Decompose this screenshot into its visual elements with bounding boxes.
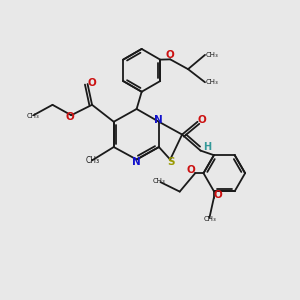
Text: O: O — [187, 165, 195, 175]
Text: O: O — [197, 115, 206, 125]
Text: CH₃: CH₃ — [85, 157, 100, 166]
Text: O: O — [165, 50, 174, 60]
Text: N: N — [132, 157, 140, 167]
Text: CH₃: CH₃ — [205, 79, 218, 85]
Text: CH₃: CH₃ — [152, 178, 165, 184]
Text: O: O — [88, 77, 97, 88]
Text: O: O — [66, 112, 75, 122]
Text: O: O — [214, 190, 223, 200]
Text: H: H — [203, 142, 211, 152]
Text: CH₃: CH₃ — [204, 216, 217, 222]
Text: S: S — [167, 157, 175, 166]
Text: CH₃: CH₃ — [205, 52, 218, 58]
Text: N: N — [154, 115, 163, 125]
Text: CH₃: CH₃ — [26, 113, 39, 119]
